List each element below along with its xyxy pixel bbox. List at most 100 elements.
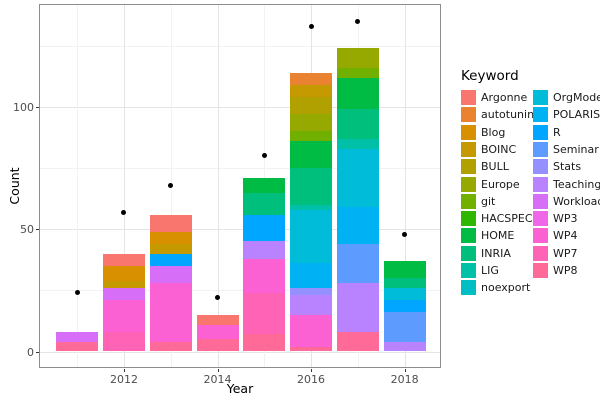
legend-key-git xyxy=(461,193,476,209)
legend-label: LIG xyxy=(481,264,499,277)
y-tick-label: 0 xyxy=(27,345,34,359)
data-point xyxy=(215,295,220,301)
x-tick-label: 2018 xyxy=(390,373,419,386)
legend-label: Teaching xyxy=(553,177,600,191)
y-tick xyxy=(36,351,39,353)
bar-segment-Workload xyxy=(102,287,145,301)
bar-segment-autotuning xyxy=(290,72,333,85)
bar-segment-Europe xyxy=(290,114,333,132)
bar-segment-WP8 xyxy=(56,341,99,352)
bar-segment-INRIA xyxy=(290,168,333,205)
bar-segment-WP8 xyxy=(196,339,239,352)
data-point xyxy=(355,18,361,24)
legend-key-HOME xyxy=(461,228,476,244)
legend-key-Stats xyxy=(533,159,548,175)
y-tick xyxy=(36,229,39,231)
legend-key-Teaching xyxy=(533,176,548,192)
legend-key-R xyxy=(533,124,548,140)
bar-segment-POLARIS xyxy=(290,263,333,288)
bar-segment-OrgMode xyxy=(383,287,426,301)
y-gridline-major xyxy=(40,351,440,353)
bar-segment-Argonne xyxy=(102,253,145,266)
data-point xyxy=(121,209,127,215)
bar-segment-WP7 xyxy=(102,331,145,352)
bar-segment-INRIA xyxy=(243,192,286,215)
y-gridline-minor xyxy=(40,290,440,292)
bar-segment-BOINC xyxy=(102,280,145,288)
legend-label: BOINC xyxy=(481,142,517,156)
legend-label: WP3 xyxy=(553,212,578,226)
bar-segment-BOINC xyxy=(149,243,192,254)
bar-segment-Teaching xyxy=(243,241,286,259)
bar-segment-OrgMode xyxy=(336,148,379,208)
plot-panel xyxy=(39,4,441,368)
bar-segment-HOME xyxy=(243,177,286,193)
legend-key-WP3 xyxy=(533,211,548,227)
legend-label: INRIA xyxy=(481,246,511,260)
legend-label: Argonne xyxy=(481,91,528,104)
bar-segment-Argonne xyxy=(196,314,239,325)
legend-label: Europe xyxy=(481,177,520,191)
legend-label: git xyxy=(481,194,496,208)
bar-segment-INRIA xyxy=(336,109,379,139)
bar-segment-WP4 xyxy=(243,258,286,293)
legend-key-BULL xyxy=(461,159,476,175)
legend-key-Workload xyxy=(533,193,548,209)
bar-segment-git xyxy=(336,67,379,78)
bar-segment-BOINC xyxy=(290,84,333,98)
bar-segment-WP4 xyxy=(149,283,192,342)
legend-key-WP7 xyxy=(533,245,548,261)
legend-key-Seminar xyxy=(533,141,548,157)
y-tick-label: 100 xyxy=(13,101,34,114)
data-point xyxy=(261,153,267,159)
bar-segment-INRIA xyxy=(383,278,426,288)
y-gridline-minor xyxy=(40,168,440,170)
data-point xyxy=(402,231,408,237)
legend-label: OrgMode xyxy=(553,91,600,104)
bar-segment-git xyxy=(290,131,333,142)
bar-segment-R xyxy=(383,300,426,313)
bar-segment-Blog xyxy=(149,231,192,244)
bar-segment-BULL xyxy=(290,97,333,115)
legend-key-Argonne xyxy=(461,90,476,105)
legend-title: Keyword xyxy=(461,68,519,84)
legend-label: WP7 xyxy=(553,246,578,260)
x-tick xyxy=(123,369,125,372)
x-tick-label: 2014 xyxy=(203,373,232,386)
bar-segment-Seminar xyxy=(336,243,379,284)
legend-key-autotuning xyxy=(461,107,476,123)
legend-key-OrgMode xyxy=(533,90,548,105)
legend-label: WP4 xyxy=(553,229,578,243)
legend-key-LIG xyxy=(461,263,476,278)
legend-key-WP8 xyxy=(533,263,548,278)
bar-segment-R xyxy=(149,253,192,266)
legend-key-noexport xyxy=(461,280,476,296)
legend-key-POLARIS xyxy=(533,107,548,123)
legend-label: Seminar xyxy=(553,142,599,156)
legend-label: HOME xyxy=(481,229,515,243)
bar-segment-WP8 xyxy=(336,331,379,352)
bar-segment-R xyxy=(243,214,286,242)
bar-segment-Argonne xyxy=(149,214,192,232)
x-gridline-major xyxy=(217,5,219,367)
bar-segment-LIG xyxy=(336,138,379,149)
bar-segment-HOME xyxy=(383,261,426,279)
data-point xyxy=(74,290,80,296)
bar-segment-WP8 xyxy=(149,341,192,352)
x-tick xyxy=(217,369,219,372)
x-gridline-minor xyxy=(77,5,79,367)
legend-label: POLARIS xyxy=(553,108,600,122)
x-gridline-major xyxy=(404,5,406,367)
y-gridline-major xyxy=(40,229,440,231)
bar-segment-Workload xyxy=(56,331,99,342)
legend-key-WP4 xyxy=(533,228,548,244)
data-point xyxy=(308,23,314,29)
x-tick xyxy=(404,369,406,372)
legend-label: BULL xyxy=(481,160,509,174)
bar-segment-Teaching xyxy=(290,295,333,315)
legend-key-HACSPECIS xyxy=(461,211,476,227)
bar-segment-Workload xyxy=(149,265,192,284)
bar-segment-Teaching xyxy=(383,341,426,352)
bar-segment-Stats xyxy=(290,287,333,296)
